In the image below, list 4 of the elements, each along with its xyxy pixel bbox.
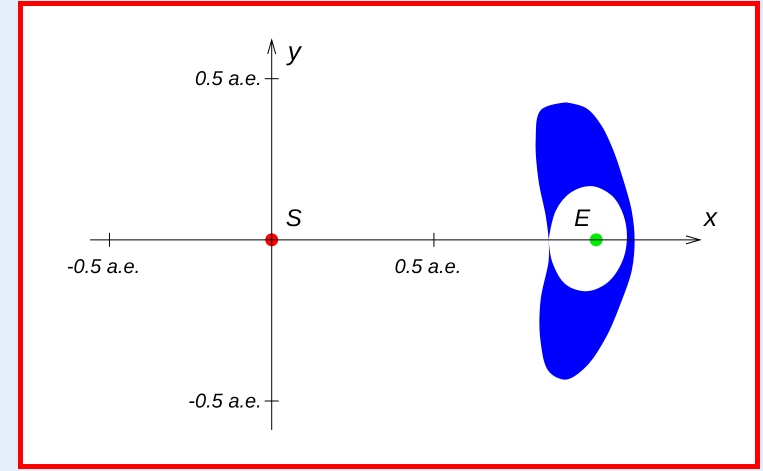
y-axis-title: y	[286, 36, 303, 66]
series-label: E	[574, 204, 592, 232]
series-label: S	[286, 204, 302, 232]
x-axis-title: x	[702, 202, 718, 232]
